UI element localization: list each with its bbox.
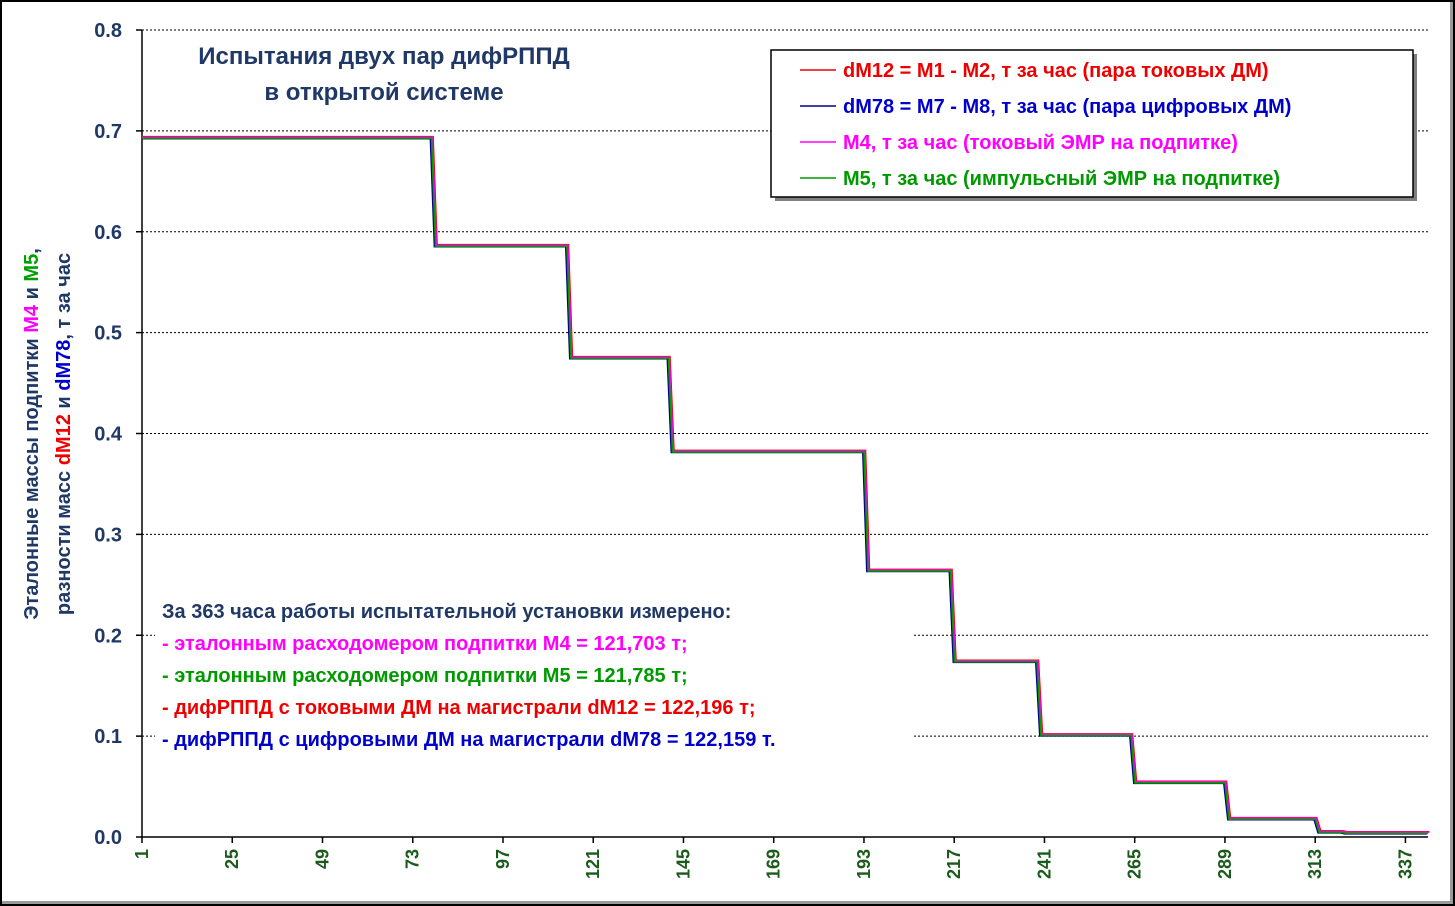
- legend-box: [770, 49, 1414, 198]
- chart-title: Испытания двух пар дифРППД: [198, 43, 569, 70]
- legend-entry: dM78 = M7 - M8, т за час (пара цифровых …: [843, 96, 1291, 118]
- x-tick-label: 337: [1395, 849, 1415, 879]
- annotation-bg: [155, 592, 913, 760]
- y-axis-label-part: dM78: [53, 340, 75, 391]
- x-tick-label: 217: [944, 849, 964, 879]
- legend-entry: M5, т за час (импульсный ЭМР на подпитке…: [843, 168, 1280, 190]
- y-axis-label: разности масс dM12 и dM78, т за час: [53, 253, 75, 615]
- chart-title: в открытой системе: [264, 79, 503, 106]
- y-axis-label-part: М5: [21, 254, 43, 282]
- y-tick-label: 0.2: [94, 625, 122, 647]
- y-tick-label: 0.7: [94, 121, 122, 143]
- annotation-line: - дифРППД с токовыми ДМ на магистрали dM…: [162, 697, 756, 719]
- annotation-line: - дифРППД с цифровыми ДМ на магистрали d…: [162, 729, 776, 751]
- y-tick-label: 0.0: [94, 827, 122, 849]
- x-tick-label: 145: [673, 849, 693, 879]
- x-tick-label: 121: [583, 849, 603, 879]
- annotation-line: - эталонным расходомером подпитки М5 = 1…: [162, 665, 688, 687]
- x-tick-label: 73: [403, 849, 423, 869]
- y-tick-label: 0.4: [94, 424, 123, 446]
- y-tick-label: 0.3: [94, 524, 122, 546]
- y-axis-label-part: и: [21, 282, 43, 305]
- y-tick-label: 0.6: [94, 222, 122, 244]
- series-line: [142, 137, 1428, 835]
- y-tick-label: 0.1: [94, 726, 122, 748]
- x-tick-label: 265: [1125, 849, 1145, 879]
- y-axis-label-part: М4: [21, 304, 43, 333]
- legend-entry: dM12 = M1 - M2, т за час (пара токовых Д…: [843, 60, 1269, 82]
- x-tick-label: 49: [312, 849, 332, 869]
- x-tick-label: 193: [854, 849, 874, 879]
- y-axis-label: Эталонные массы подпитки М4 и М5,: [21, 248, 43, 620]
- x-tick-label: 313: [1305, 849, 1325, 879]
- x-tick-label: 97: [493, 849, 513, 869]
- x-tick-label: 1: [132, 849, 152, 859]
- y-tick-label: 0.8: [94, 20, 122, 42]
- y-axis-label-part: ,: [21, 248, 43, 254]
- legend: dM12 = M1 - M2, т за час (пара токовых Д…: [770, 49, 1417, 201]
- y-axis-label-part: и: [53, 391, 75, 414]
- x-tick-label: 241: [1034, 849, 1054, 879]
- x-tick-label: 25: [222, 849, 242, 869]
- y-axis-label-part: , т за час: [53, 253, 75, 340]
- annotation-line: За 363 часа работы испытательной установ…: [162, 601, 731, 623]
- annotation-line: - эталонным расходомером подпитки М4 = 1…: [162, 633, 688, 655]
- x-tick-label: 289: [1215, 849, 1235, 879]
- y-axis-label-part: разности масс: [53, 465, 75, 615]
- y-axis-label-part: Эталонные массы подпитки: [21, 333, 43, 620]
- y-tick-label: 0.5: [94, 323, 122, 345]
- y-axis-label-part: dM12: [53, 414, 75, 465]
- legend-entry: M4, т за час (токовый ЭМР на подпитке): [843, 132, 1238, 154]
- x-tick-label: 169: [764, 849, 784, 879]
